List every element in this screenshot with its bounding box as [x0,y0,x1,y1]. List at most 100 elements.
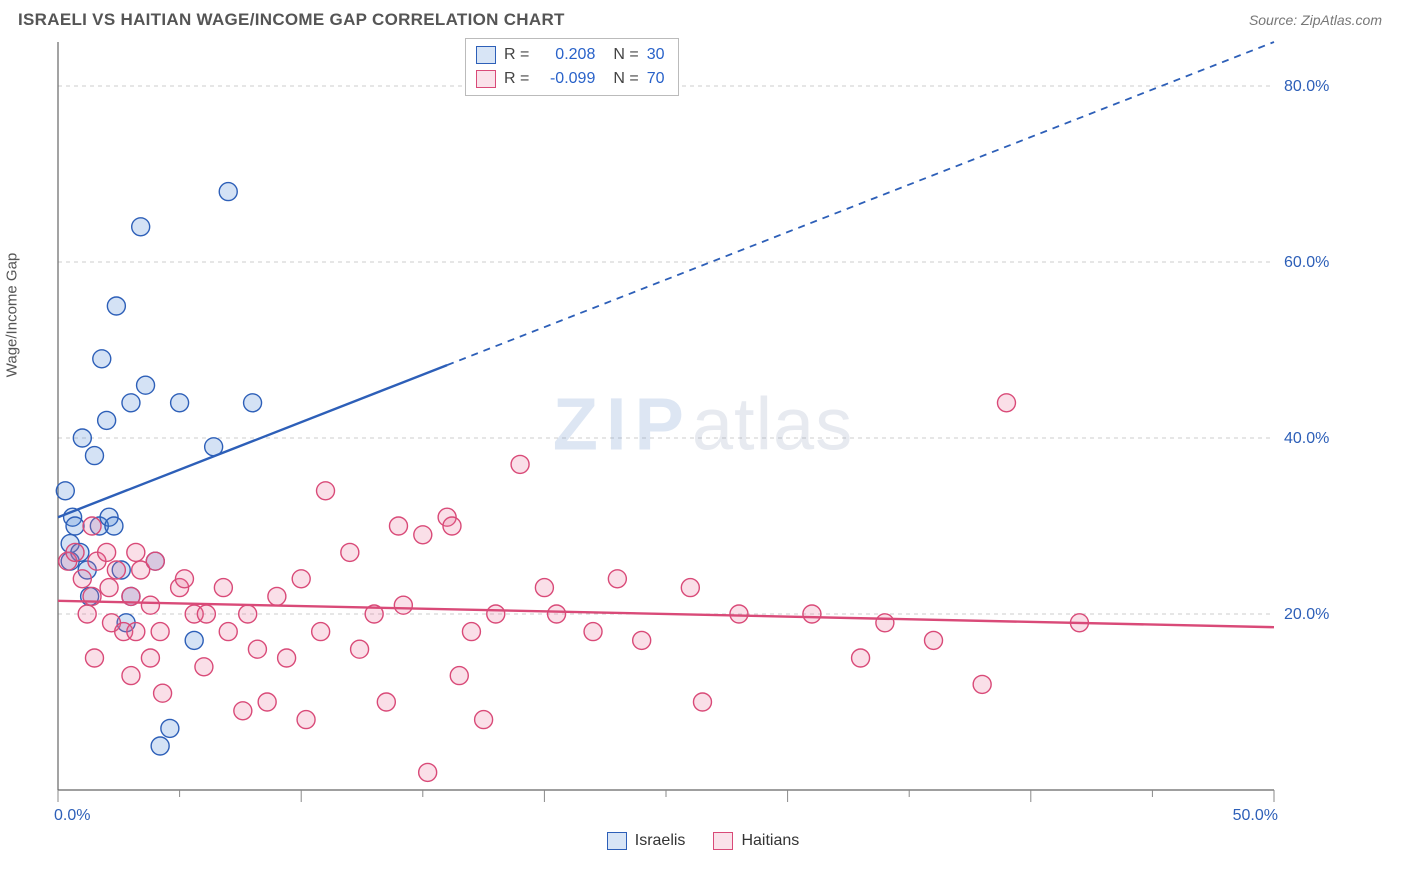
chart-title: ISRAELI VS HAITIAN WAGE/INCOME GAP CORRE… [18,10,565,30]
data-point [107,561,125,579]
correlation-legend: R = 0.208 N = 30R = -0.099 N = 70 [465,38,679,96]
y-tick-label: 40.0% [1284,430,1329,447]
data-point [132,218,150,236]
data-point [107,297,125,315]
legend-n-label: N = [613,43,638,67]
data-point [151,737,169,755]
data-point [151,623,169,641]
data-point [608,570,626,588]
data-point [100,579,118,597]
data-point [548,605,566,623]
data-point [214,579,232,597]
data-point [73,570,91,588]
data-point [341,543,359,561]
data-point [219,183,237,201]
data-point [195,658,213,676]
data-point [487,605,505,623]
data-point [93,350,111,368]
data-point [83,517,101,535]
data-point [278,649,296,667]
x-tick-label: 50.0% [1233,807,1278,824]
y-tick-label: 20.0% [1284,606,1329,623]
data-point [161,719,179,737]
legend-r-value: -0.099 [537,67,595,91]
legend-r-label: R = [504,67,529,91]
legend-row: R =-0.099N =70 [476,67,664,91]
data-point [443,517,461,535]
data-point [730,605,748,623]
data-point [78,605,96,623]
data-point [239,605,257,623]
data-point [73,429,91,447]
data-point [312,623,330,641]
data-point [146,552,164,570]
data-point [219,623,237,641]
data-point [98,543,116,561]
data-point [141,649,159,667]
data-point [475,711,493,729]
legend-r-value: 0.208 [537,43,595,67]
data-point [66,543,84,561]
data-point [137,376,155,394]
chart-container: Wage/Income Gap ZIPatlas 20.0%40.0%60.0%… [18,36,1388,826]
trend-line [58,365,447,517]
data-point [317,482,335,500]
data-point [122,394,140,412]
data-point [234,702,252,720]
data-point [973,675,991,693]
data-point [127,623,145,641]
data-point [377,693,395,711]
data-point [85,649,103,667]
legend-series-name: Israelis [635,832,686,850]
scatter-chart: 20.0% 40.0% 60.0% 80.0% 0.0% 50.0% [18,36,1348,826]
legend-r-label: R = [504,43,529,67]
legend-swatch [476,46,496,64]
data-point [351,640,369,658]
data-point [258,693,276,711]
data-point [693,693,711,711]
data-point [450,667,468,685]
data-point [997,394,1015,412]
x-tick-label: 0.0% [54,807,90,824]
data-point [297,711,315,729]
data-point [197,605,215,623]
legend-n-value: 70 [647,67,665,91]
legend-n-value: 30 [647,43,665,67]
data-point [876,614,894,632]
legend-row: R = 0.208 N = 30 [476,43,664,67]
legend-series-name: Haitians [741,832,799,850]
data-point [292,570,310,588]
series-legend: Israelis Haitians [0,832,1406,850]
data-point [122,667,140,685]
data-point [85,447,103,465]
data-point [633,631,651,649]
data-point [681,579,699,597]
data-point [389,517,407,535]
y-tick-label: 60.0% [1284,254,1329,271]
legend-swatch [713,832,733,850]
data-point [511,455,529,473]
data-point [268,587,286,605]
legend-item: Haitians [713,832,799,850]
data-point [98,411,116,429]
data-point [925,631,943,649]
y-tick-label: 80.0% [1284,78,1329,95]
data-point [535,579,553,597]
source-attribution: Source: ZipAtlas.com [1249,12,1382,28]
data-point [419,763,437,781]
data-point [105,517,123,535]
data-point [414,526,432,544]
data-point [803,605,821,623]
data-point [394,596,412,614]
data-point [462,623,480,641]
legend-swatch [607,832,627,850]
data-point [248,640,266,658]
data-point [154,684,172,702]
data-point [584,623,602,641]
data-point [244,394,262,412]
y-axis-label: Wage/Income Gap [4,253,21,378]
legend-swatch [476,70,496,88]
legend-item: Israelis [607,832,686,850]
data-point [56,482,74,500]
data-point [185,631,203,649]
